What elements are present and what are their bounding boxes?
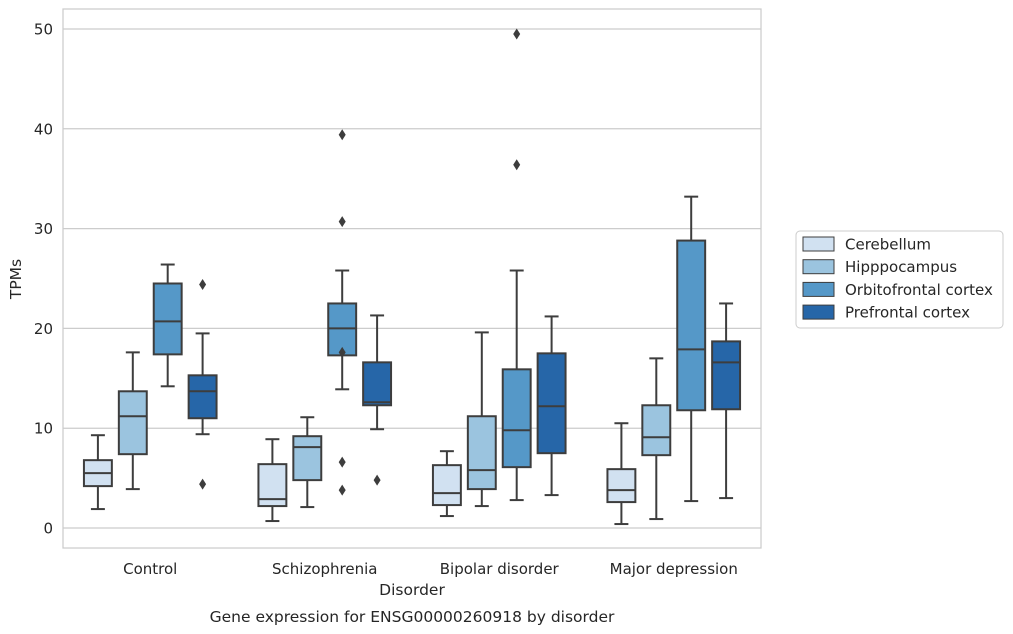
legend-label: Orbitofrontal cortex	[845, 281, 993, 299]
x-tick-label: Major depression	[610, 560, 738, 578]
y-tick-label: 50	[34, 20, 53, 38]
outlier-marker	[338, 346, 346, 358]
outlier-marker	[373, 474, 381, 486]
x-tick-label: Control	[123, 560, 177, 578]
outlier-marker	[199, 478, 207, 490]
outlier-marker	[338, 216, 346, 228]
outlier-marker	[338, 484, 346, 496]
box-group	[152, 263, 183, 388]
x-tick-labels: Control Schizophrenia Bipolar disorder Majo…	[123, 560, 738, 578]
legend-label: Prefrontal cortex	[845, 304, 970, 322]
legend-label: Hipppocampus	[845, 258, 957, 276]
outlier-marker	[338, 129, 346, 141]
box-iqr	[431, 464, 462, 507]
legend-label: Cerebellum	[845, 236, 931, 254]
box-group	[676, 195, 707, 503]
box-group	[292, 416, 323, 509]
y-tick-label: 30	[34, 220, 53, 238]
box-group	[641, 357, 672, 521]
x-tick-label: Schizophrenia	[272, 560, 377, 578]
box-group	[257, 438, 288, 523]
box-group	[431, 450, 462, 518]
box-group	[536, 315, 567, 497]
box-iqr	[187, 374, 218, 420]
y-axis-label: TPMs	[7, 259, 25, 300]
legend-items: Cerebellum Hipppocampus Orbitofrontal cort…	[802, 236, 993, 322]
y-tick-label: 10	[34, 420, 53, 438]
box-iqr	[676, 239, 707, 412]
legend-swatch	[802, 236, 835, 252]
box-group	[82, 434, 113, 511]
legend-swatch	[802, 281, 835, 297]
box-iqr	[536, 352, 567, 455]
box-iqr	[152, 282, 183, 356]
x-tick-label: Bipolar disorder	[440, 560, 560, 578]
legend-swatch	[802, 304, 835, 320]
y-tick-label: 40	[34, 120, 53, 138]
plot-frame	[62, 8, 762, 549]
outlier-marker	[199, 278, 207, 290]
box-iqr	[501, 368, 532, 469]
box-group	[606, 422, 637, 526]
outlier-marker	[513, 159, 521, 171]
box-iqr	[606, 468, 637, 504]
box-iqr	[362, 361, 393, 407]
box-group	[187, 278, 218, 490]
outlier-marker	[338, 456, 346, 468]
box-group	[711, 302, 742, 500]
box-iqr	[292, 435, 323, 482]
x-axis-label: Disorder	[379, 581, 445, 599]
box-group	[327, 129, 358, 496]
box-iqr	[641, 404, 672, 457]
box-group	[466, 331, 497, 508]
box-group	[117, 351, 148, 491]
box-iqr	[117, 390, 148, 456]
box-iqr	[466, 415, 497, 491]
box-groups	[82, 28, 742, 526]
box-group	[362, 314, 393, 486]
y-tick-label: 20	[34, 320, 53, 338]
legend: Cerebellum Hipppocampus Orbitofrontal cort…	[795, 230, 1004, 329]
box-iqr	[711, 340, 742, 411]
figure-caption: Gene expression for ENSG00000260918 by d…	[210, 608, 615, 626]
box-group	[501, 28, 532, 502]
y-tick-labels: 0 10 20 30 40 50	[34, 20, 53, 537]
legend-frame	[795, 230, 1004, 329]
legend-swatch	[802, 259, 835, 275]
y-tick-label: 0	[43, 520, 53, 538]
outlier-marker	[513, 28, 521, 40]
